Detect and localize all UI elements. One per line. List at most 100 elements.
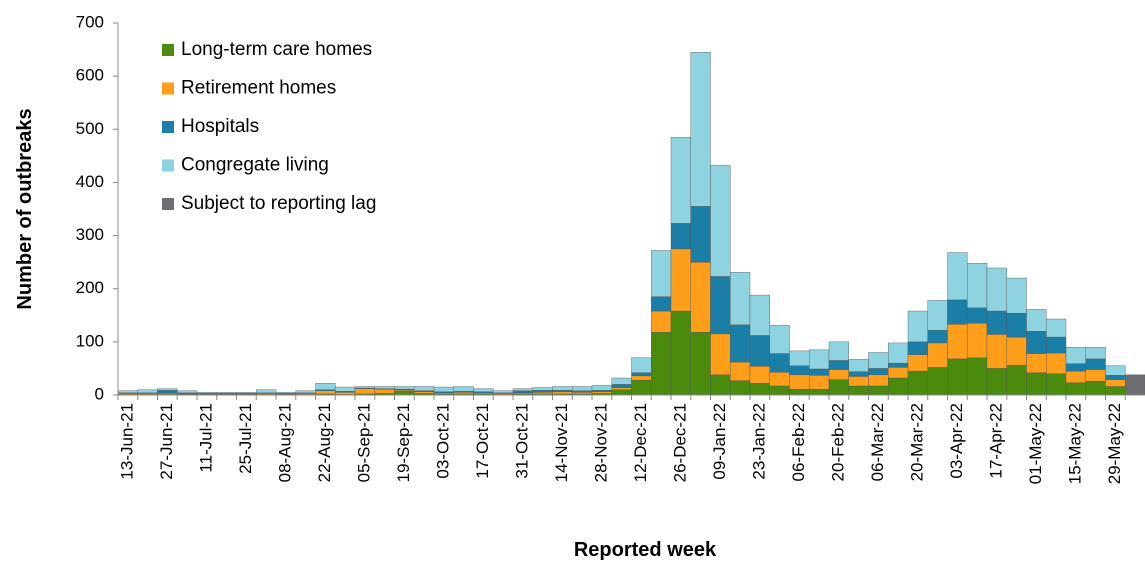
bar-segment — [453, 386, 474, 392]
bar-segment — [1046, 373, 1067, 396]
bar-segment — [1105, 386, 1126, 396]
bar-segment — [769, 353, 790, 373]
bar-segment — [710, 374, 731, 396]
bar-segment — [1125, 374, 1145, 396]
x-axis-title: Reported week — [574, 539, 717, 561]
bar-segment — [730, 324, 751, 363]
bar-segment — [749, 366, 770, 384]
bar-segment — [868, 385, 889, 396]
x-tick-label: 23-Jan-22 — [749, 403, 768, 480]
bar-segment — [1046, 352, 1067, 374]
legend-label: Hospitals — [181, 116, 259, 137]
bar-segment — [374, 386, 395, 389]
bar-segment — [690, 206, 711, 263]
bar-segment — [967, 263, 988, 309]
x-tick-label: 06-Feb-22 — [789, 403, 808, 481]
bar-segment — [1026, 309, 1047, 332]
bar-segment — [256, 389, 277, 394]
bar-segment — [453, 392, 474, 395]
y-tick-label: 500 — [76, 119, 104, 138]
bar-segment — [986, 267, 1007, 312]
bar-segment — [809, 368, 830, 376]
bar-segment — [809, 388, 830, 396]
x-tick-label: 31-Oct-21 — [512, 403, 531, 479]
bar-segment — [512, 390, 533, 394]
bar-segment — [433, 386, 454, 393]
bar-segment — [335, 386, 356, 392]
bar-segment — [888, 367, 909, 379]
bar-segment — [651, 310, 672, 333]
bar-segment — [315, 390, 336, 395]
x-tick-label: 25-Jul-21 — [236, 403, 255, 474]
x-tick-label: 28-Nov-21 — [591, 403, 610, 482]
bar-segment — [1085, 358, 1106, 370]
bar-segment — [1105, 375, 1126, 380]
bar-segment — [137, 389, 158, 394]
x-tick-label: 14-Nov-21 — [552, 403, 571, 482]
bar-segment — [374, 388, 395, 394]
bar-segment — [690, 52, 711, 207]
x-tick-label: 20-Feb-22 — [828, 403, 847, 481]
y-tick-label: 200 — [76, 278, 104, 297]
x-tick-label: 27-Jun-21 — [157, 403, 176, 480]
bar-segment — [848, 371, 869, 377]
bar-segment — [947, 324, 968, 360]
bar-segment — [828, 379, 849, 396]
bar-segment — [986, 310, 1007, 335]
bar-segment — [1105, 379, 1126, 387]
bar-segment — [631, 372, 652, 377]
bar-segment — [749, 294, 770, 336]
x-tick-label: 22-Aug-21 — [315, 403, 334, 482]
bar-segment — [947, 299, 968, 325]
bar-segment — [670, 223, 691, 250]
legend-label: Long-term care homes — [181, 39, 372, 60]
bar-segment — [710, 276, 731, 335]
bar-segment — [1046, 336, 1067, 354]
legend-label: Congregate living — [181, 155, 329, 176]
bar-segment — [591, 385, 612, 391]
bar-segment — [1065, 370, 1086, 383]
bar-segment — [868, 352, 889, 369]
bar-segment — [907, 341, 928, 355]
bar-segment — [1006, 312, 1027, 338]
bar-segment — [947, 358, 968, 396]
bar-segment — [769, 325, 790, 354]
x-tick-label: 15-May-22 — [1065, 403, 1084, 484]
bar-segment — [591, 390, 612, 393]
bar-segment — [532, 387, 553, 391]
bar-segment — [927, 329, 948, 344]
y-axis-title: Number of outbreaks — [14, 108, 36, 309]
bar-segment — [907, 354, 928, 372]
bar-segment — [690, 332, 711, 396]
bar-segment — [809, 349, 830, 370]
bar-segment — [809, 375, 830, 390]
bar-segment — [927, 342, 948, 368]
legend-label: Retirement homes — [181, 78, 336, 99]
x-tick-label: 03-Apr-22 — [947, 403, 966, 479]
bar-segment — [710, 333, 731, 376]
bar-segment — [631, 379, 652, 396]
bar-segment — [1006, 365, 1027, 396]
y-tick-label: 600 — [76, 66, 104, 85]
bar-segment — [177, 390, 198, 394]
bar-segment — [552, 390, 573, 393]
bar-segment — [670, 248, 691, 312]
bar-segment — [157, 390, 178, 394]
bar-segment — [1085, 380, 1106, 396]
bar-segment — [730, 380, 751, 396]
x-tick-label: 09-Jan-22 — [710, 403, 729, 480]
bar-segment — [888, 342, 909, 364]
bar-segment — [216, 392, 237, 394]
bar-segment — [888, 362, 909, 368]
bar-segment — [1105, 365, 1126, 376]
y-tick-label: 400 — [76, 172, 104, 191]
legend-swatch — [162, 82, 174, 95]
bar-segment — [690, 261, 711, 333]
bar-segment — [236, 392, 257, 394]
bar-segment — [769, 371, 790, 387]
bar-segment — [1026, 353, 1047, 373]
x-tick-label: 01-May-22 — [1026, 403, 1045, 484]
bar-segment — [315, 383, 336, 390]
bar-segment — [157, 388, 178, 391]
bar-segment — [611, 387, 632, 390]
